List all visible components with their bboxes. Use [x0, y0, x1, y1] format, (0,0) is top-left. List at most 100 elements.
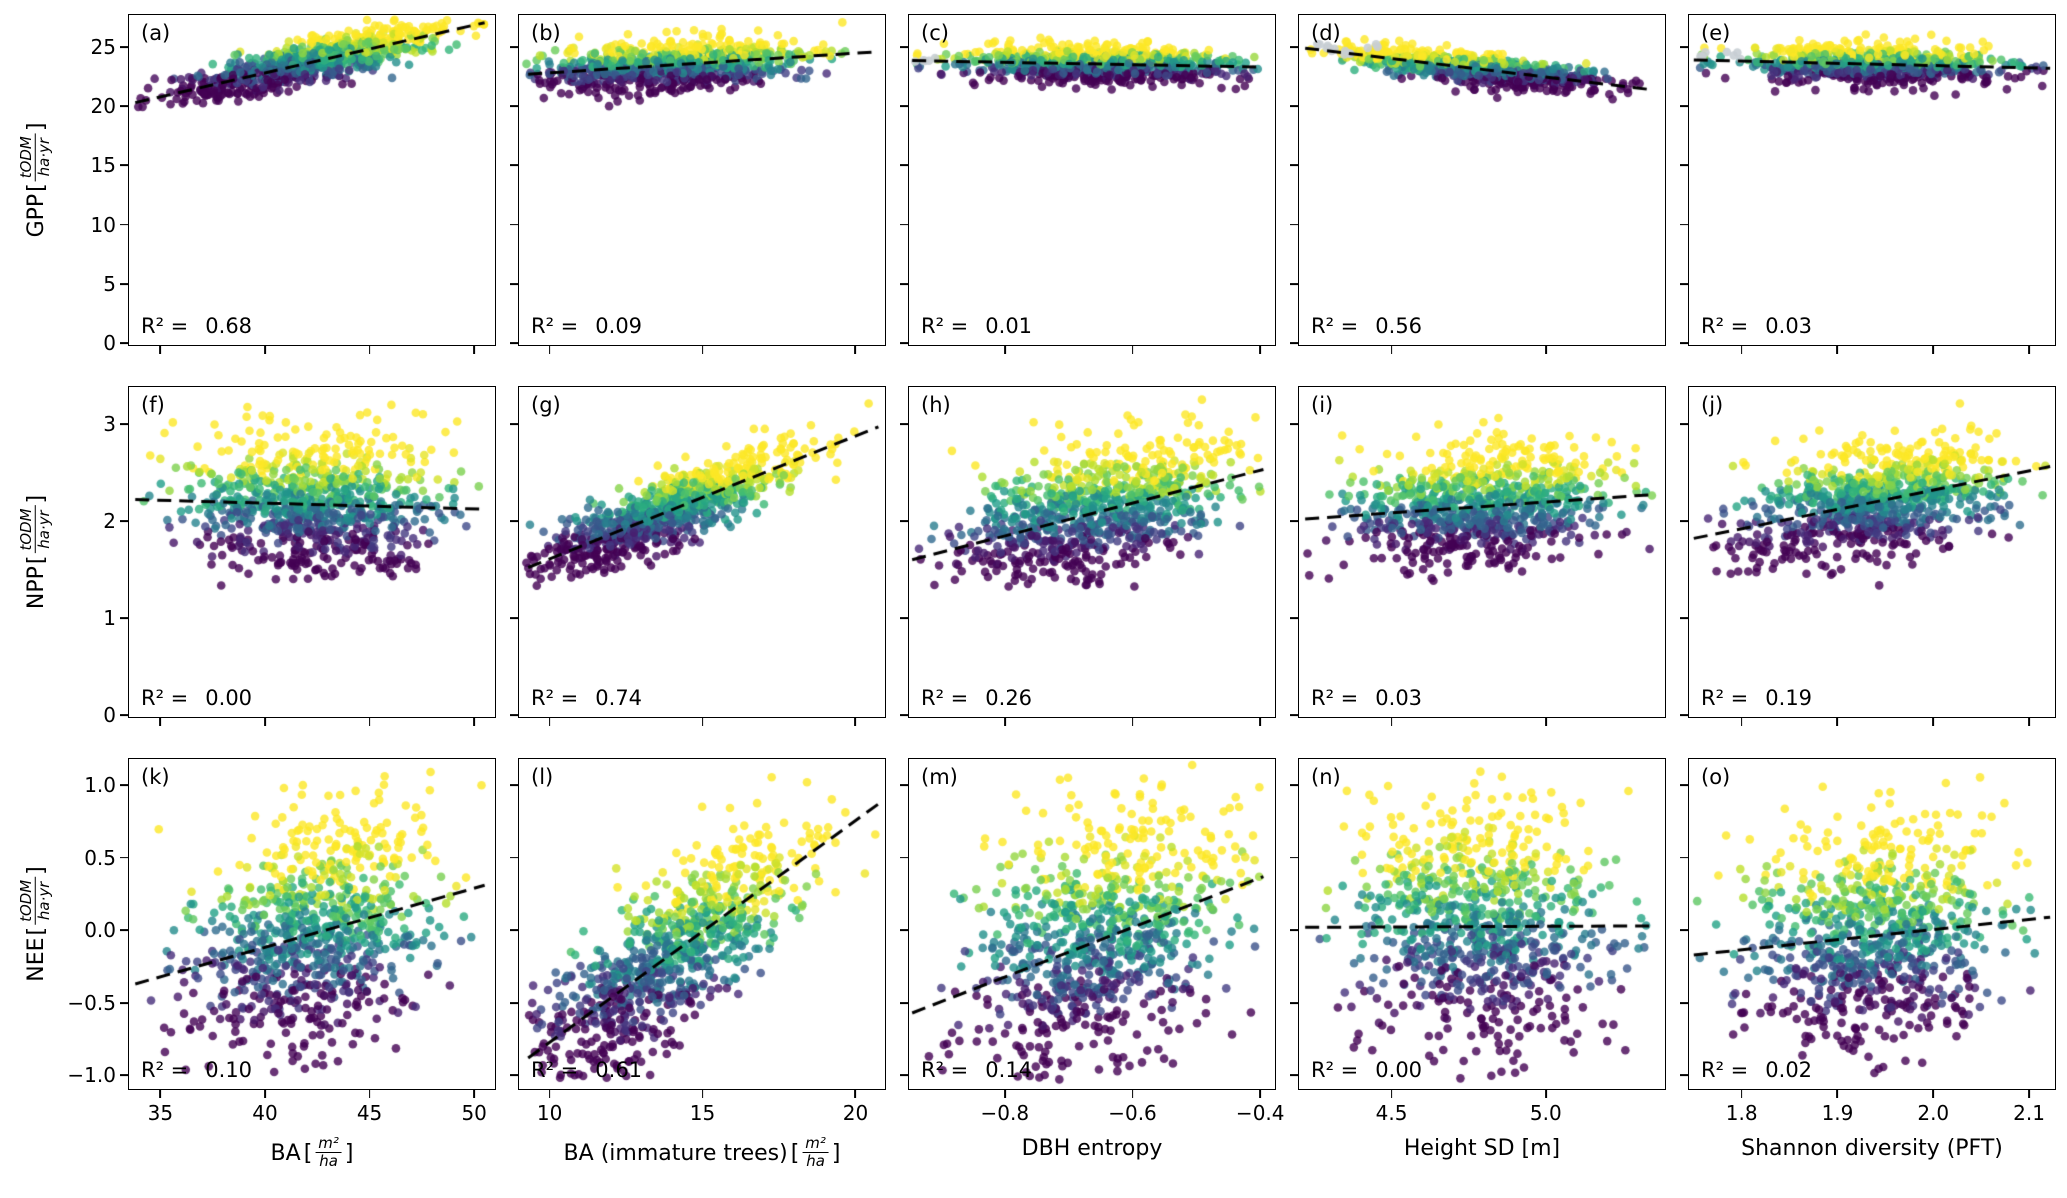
scatter-panel-b: (b) R² = 0.09: [510, 14, 886, 354]
y-tick-label: 25: [90, 34, 116, 59]
y-tick-mark: [510, 1074, 518, 1077]
scatter-panel-o: (o) R² = 0.02 1.8 1.9 2.0 2.1: [1680, 758, 2056, 1125]
x-tick-mark: [159, 1090, 162, 1098]
r-squared-prefix: R² =: [1701, 686, 1749, 710]
x-tick-mark: [1836, 718, 1839, 726]
scatter-canvas: [129, 759, 493, 1087]
scatter-canvas: [1689, 15, 2053, 343]
y-tick-mark: [1680, 784, 1688, 787]
x-axis-unit-fraction: m² ha: [802, 1135, 829, 1169]
y-tick-mark: [510, 929, 518, 932]
scatter-canvas: [129, 15, 493, 343]
y-tick-mark: [120, 46, 128, 48]
y-tick-mark: [1290, 1001, 1298, 1004]
y-tick-mark: [900, 856, 908, 859]
y-tick-mark: [1680, 617, 1688, 619]
x-tick-mark: [1131, 1090, 1134, 1098]
y-tick-mark: [1290, 929, 1298, 932]
panel-label: (k): [141, 765, 170, 789]
r-squared-value: 0.00: [205, 686, 253, 710]
y-tick-mark: [510, 784, 518, 787]
r-squared-prefix: R² =: [1311, 314, 1359, 338]
y-tick-mark: [510, 520, 518, 522]
scatter-panel-e: (e) R² = 0.03: [1680, 14, 2056, 354]
x-tick-label: −0.8: [980, 1101, 1030, 1125]
r-squared-prefix: R² =: [921, 314, 969, 338]
r-squared-prefix: R² =: [531, 314, 579, 338]
x-tick-label: 1.9: [1821, 1101, 1854, 1125]
scatter-panel-a: (a) R² = 0.68 0 5 10 15 20 25: [91, 14, 496, 355]
x-axis-name: Shannon diversity (PFT): [1741, 1136, 2003, 1161]
x-tick-mark: [473, 1090, 476, 1098]
r-squared-value: 0.03: [1375, 686, 1423, 710]
y-tick-mark: [900, 46, 908, 48]
x-axis-label-ba-immature: BA (immature trees) [ m² ha ]: [564, 1135, 841, 1170]
x-tick-mark: [1544, 1090, 1547, 1098]
bracket-close: ]: [23, 494, 49, 504]
x-tick-mark: [548, 718, 551, 726]
y-tick-mark: [900, 784, 908, 787]
y-tick-mark: [510, 617, 518, 619]
y-tick-mark: [1680, 1074, 1688, 1077]
bracket-close: ]: [23, 122, 49, 132]
y-tick-mark: [1290, 784, 1298, 787]
x-tick-mark: [1259, 1090, 1262, 1098]
x-tick-mark: [854, 1090, 857, 1098]
bracket-open: [: [23, 926, 49, 936]
r-squared-prefix: R² =: [531, 1058, 579, 1082]
x-tick-mark: [368, 718, 371, 726]
x-tick-mark: [854, 718, 857, 726]
y-tick-mark: [510, 342, 518, 344]
y-axis-label-nee: NEE [ tODM ha·yr ]: [17, 866, 53, 982]
y-tick-mark: [510, 223, 518, 226]
scatter-panel-g: (g) R² = 0.74: [510, 386, 886, 726]
y-tick-mark: [510, 714, 518, 716]
r-squared-label: R² = 0.74: [531, 686, 642, 710]
x-tick-mark: [1740, 718, 1743, 726]
scatter-panel-d: (d) R² = 0.56: [1290, 14, 1666, 354]
y-tick-mark: [120, 223, 128, 226]
r-squared-label: R² = 0.00: [141, 686, 252, 710]
scatter-canvas: [519, 15, 883, 343]
panel-label: (f): [141, 393, 165, 417]
y-tick-mark: [1680, 342, 1688, 344]
x-axis-label-shannon-diversity: Shannon diversity (PFT): [1741, 1136, 2003, 1161]
x-tick-mark: [1836, 1090, 1839, 1098]
x-tick-mark: [1259, 718, 1262, 726]
y-tick-mark: [1290, 617, 1298, 619]
scatter-panel-h: (h) R² = 0.26: [900, 386, 1276, 726]
x-tick-mark: [1003, 718, 1006, 726]
unit-denominator: ha·yr: [34, 510, 53, 549]
x-tick-label: 40: [252, 1101, 278, 1125]
y-tick-mark: [1680, 46, 1688, 48]
unit-denominator: ha: [319, 1151, 338, 1170]
r-squared-prefix: R² =: [921, 1058, 969, 1082]
r-squared-prefix: R² =: [1311, 1058, 1359, 1082]
x-tick-label: −0.6: [1108, 1101, 1157, 1125]
y-tick-mark: [1680, 929, 1688, 932]
x-tick-mark: [264, 1090, 266, 1098]
r-squared-value: 0.03: [1765, 314, 1813, 338]
r-squared-value: 0.09: [595, 314, 643, 338]
y-tick-mark: [900, 164, 908, 167]
x-axis-name: DBH entropy: [1021, 1136, 1163, 1161]
scatter-panel-j: (j) R² = 0.19: [1680, 386, 2056, 726]
unit-denominator: ha·yr: [34, 138, 53, 177]
y-tick-mark: [120, 617, 128, 619]
x-tick-label: 45: [356, 1101, 383, 1125]
y-tick-mark: [900, 422, 908, 425]
y-tick-mark: [1290, 105, 1298, 108]
x-axis-label-dbh-entropy: DBH entropy: [1022, 1136, 1163, 1161]
bracket-open: [: [303, 1140, 313, 1166]
y-tick-mark: [1680, 520, 1688, 522]
x-tick-label: 1.8: [1725, 1101, 1758, 1125]
x-tick-mark: [264, 346, 266, 354]
y-tick-mark: [900, 342, 908, 344]
r-squared-label: R² = 0.03: [1701, 314, 1812, 338]
y-tick-mark: [510, 46, 518, 48]
y-tick-mark: [1290, 46, 1298, 48]
scatter-canvas: [909, 387, 1273, 715]
x-tick-mark: [854, 346, 857, 354]
panel-label: (l): [531, 765, 554, 789]
